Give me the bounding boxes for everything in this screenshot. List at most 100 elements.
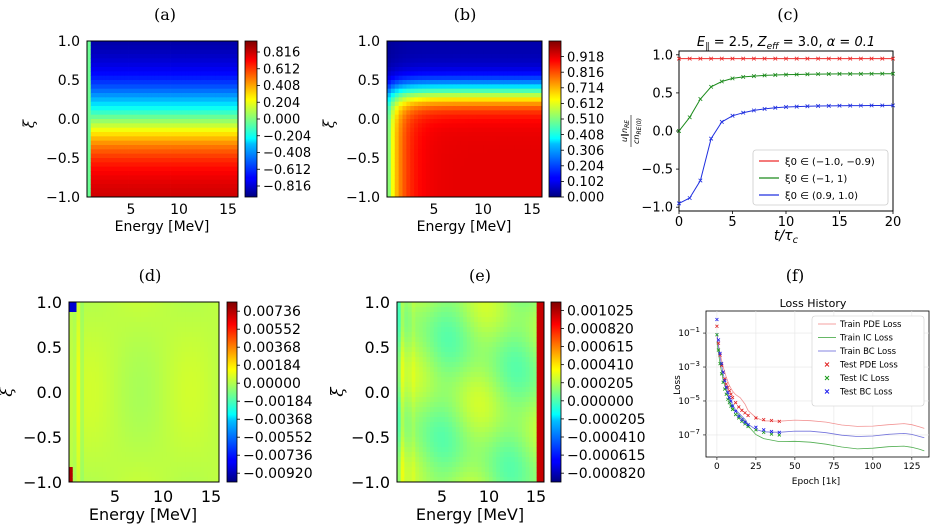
heatmap-cell: [147, 114, 152, 120]
heatmap-cell: [158, 45, 163, 51]
heatmap-cell: [437, 357, 442, 363]
heatmap-cell: [177, 462, 182, 468]
heatmap-cell: [526, 184, 531, 189]
heatmap-cell: [422, 352, 427, 358]
heatmap-cell: [472, 123, 477, 129]
heatmap-cell: [425, 179, 431, 185]
heatmap-cell: [211, 71, 216, 77]
heatmap-cell: [429, 136, 434, 142]
heatmap-cell: [166, 54, 171, 59]
heatmap-cell: [437, 106, 442, 111]
heatmap-cell: [430, 377, 435, 383]
heatmap-cell: [421, 80, 427, 85]
heatmap-cell: [155, 342, 160, 348]
heatmap-cell: [215, 367, 220, 373]
heatmap-cell: [147, 127, 152, 133]
heatmap-cell: [404, 402, 409, 408]
heatmap-cell: [136, 332, 141, 338]
heatmap-cell: [159, 447, 164, 453]
heatmap-cell: [211, 166, 216, 172]
heatmap-cell: [437, 347, 442, 353]
heatmap-cell: [460, 149, 465, 155]
heatmap-cell: [421, 106, 427, 111]
heatmap-cell: [433, 97, 438, 103]
heatmap-cell: [400, 397, 405, 403]
heatmap-cell: [514, 145, 520, 150]
heatmap-cell: [418, 192, 423, 198]
heatmap-cell: [476, 80, 481, 85]
data-point: [730, 76, 735, 81]
heatmap-cell: [144, 387, 149, 393]
heatmap-cell: [110, 462, 115, 468]
heatmap-cell: [234, 136, 239, 142]
heatmap-cell: [387, 140, 392, 146]
heatmap-cell: [192, 342, 197, 348]
heatmap-cell: [390, 54, 396, 59]
heatmap-cell: [151, 357, 156, 363]
heatmap-cell: [136, 45, 141, 51]
heatmap-cell: [460, 171, 465, 176]
heatmap-cell: [162, 75, 167, 81]
heatmap-cell: [144, 462, 149, 468]
heatmap-cell: [430, 467, 435, 473]
heatmap-cell: [94, 41, 99, 46]
heatmap-cell: [397, 352, 402, 358]
heatmap-cell: [437, 462, 442, 468]
heatmap-cell: [162, 302, 167, 308]
data-point: [826, 56, 831, 61]
heatmap-cell: [136, 67, 141, 72]
heatmap-cell: [514, 45, 520, 51]
heatmap-cell: [414, 127, 419, 133]
heatmap-cell: [185, 402, 190, 408]
heatmap-cell: [522, 49, 527, 55]
heatmap-cell: [511, 93, 516, 98]
heatmap-cell: [170, 432, 175, 438]
heatmap-cell: [196, 332, 201, 338]
heatmap-cell: [94, 45, 99, 51]
heatmap-cell: [196, 58, 201, 64]
heatmap-cell: [499, 84, 504, 90]
heatmap-cell: [406, 192, 411, 198]
heatmap-cell: [211, 188, 216, 194]
heatmap-cell: [207, 322, 212, 328]
heatmap-cell: [390, 153, 396, 159]
heatmap-cell: [136, 402, 141, 408]
heatmap-cell: [419, 342, 424, 348]
heatmap-cell: [476, 136, 481, 142]
heatmap-cell: [102, 123, 107, 129]
heatmap-cell: [87, 462, 92, 468]
heatmap-cell: [397, 312, 402, 318]
heatmap-cell: [503, 114, 508, 120]
heatmap-cell: [200, 119, 205, 124]
heatmap-cell: [415, 407, 420, 413]
heatmap-cell: [534, 188, 539, 194]
heatmap-cell: [397, 452, 402, 458]
heatmap-cell: [219, 45, 224, 51]
heatmap-cell: [511, 140, 516, 146]
heatmap-cell: [102, 132, 107, 137]
heatmap-cell: [530, 171, 535, 176]
heatmap-cell: [526, 123, 531, 129]
heatmap-cell: [230, 62, 235, 68]
heatmap-cell: [226, 67, 231, 72]
heatmap-cell: [207, 188, 212, 194]
heatmap-cell: [120, 136, 126, 142]
heatmap-cell: [170, 84, 175, 90]
heatmap-cell: [114, 452, 119, 458]
heatmap-cell: [433, 317, 438, 323]
heatmap-cell: [139, 45, 145, 51]
heatmap-cell: [491, 114, 496, 120]
heatmap-cell: [404, 322, 409, 328]
heatmap-cell: [91, 437, 96, 443]
heatmap-cell: [140, 427, 145, 433]
data-point: [751, 74, 756, 79]
heatmap-cell: [90, 54, 95, 59]
heatmap-cell: [80, 302, 85, 308]
heatmap-cell: [487, 166, 493, 172]
heatmap-cell: [394, 75, 400, 81]
heatmap-cell: [177, 192, 182, 198]
heatmap-cell: [174, 397, 179, 403]
heatmap-cell: [170, 175, 175, 181]
heatmap-cell: [136, 49, 141, 55]
heatmap-cell: [151, 123, 156, 129]
